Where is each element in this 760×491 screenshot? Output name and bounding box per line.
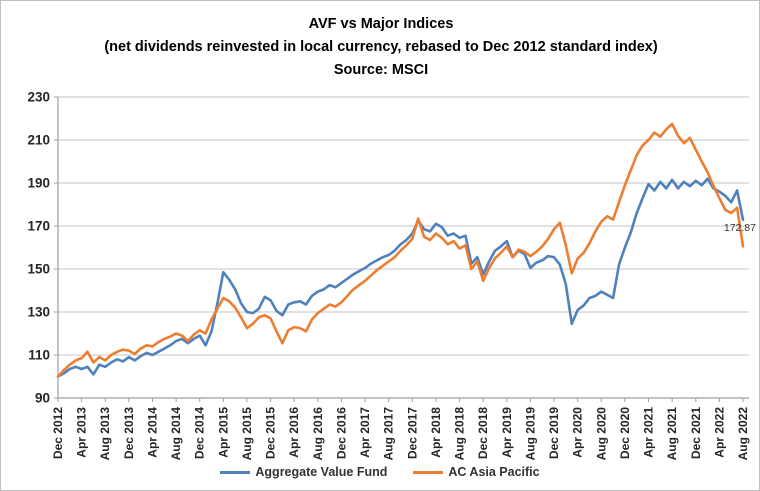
y-axis-label: 110 <box>28 348 50 363</box>
x-axis-label: Aug 2014 <box>169 407 183 461</box>
legend-item-ac-asia-pacific: AC Asia Pacific <box>413 465 540 479</box>
series-line-aggregate-value-fund <box>56 177 745 378</box>
x-axis-label: Apr 2018 <box>429 407 443 458</box>
x-axis-label: Dec 2019 <box>547 407 561 459</box>
x-axis-label: Apr 2019 <box>500 407 514 458</box>
legend-label: Aggregate Value Fund <box>255 465 388 479</box>
x-axis-label: Apr 2020 <box>571 407 585 458</box>
x-axis-label: Dec 2012 <box>51 407 65 459</box>
x-axis-label: Aug 2017 <box>382 407 396 461</box>
x-axis-label: Aug 2016 <box>311 407 325 461</box>
x-axis-label: Aug 2020 <box>594 407 608 461</box>
x-axis-label: Dec 2020 <box>618 407 632 459</box>
legend-label: AC Asia Pacific <box>448 465 540 479</box>
y-axis-label: 170 <box>27 219 50 234</box>
y-axis-label: 210 <box>27 133 50 148</box>
end-value-annotation: 172.87 <box>724 222 756 234</box>
x-axis-label: Dec 2021 <box>689 407 703 459</box>
y-axis-label: 150 <box>27 262 50 277</box>
x-axis-label: Apr 2013 <box>75 407 89 458</box>
x-axis-label: Apr 2016 <box>287 407 301 458</box>
chart-title-line2: (net dividends reinvested in local curre… <box>104 39 658 55</box>
chart-title-block: AVF vs Major Indices (net dividends rein… <box>1 13 759 82</box>
y-axis-label: 130 <box>27 305 50 320</box>
x-axis-label: Dec 2016 <box>334 407 348 459</box>
legend-line-swatch-blue <box>220 470 251 474</box>
x-axis-label: Apr 2015 <box>216 407 230 458</box>
y-axis-label: 90 <box>35 391 50 406</box>
x-axis-label: Aug 2021 <box>665 407 679 461</box>
legend-line-swatch-orange <box>413 470 444 474</box>
y-axis-label: 230 <box>27 90 50 105</box>
series-line-ac-asia-pacific <box>56 122 745 378</box>
chart-title-line1: AVF vs Major Indices <box>308 16 454 32</box>
x-axis-label: Dec 2013 <box>122 407 136 459</box>
x-axis-label: Aug 2013 <box>98 407 112 461</box>
legend-item-aggregate-value-fund: Aggregate Value Fund <box>220 465 387 479</box>
x-axis-label: Aug 2019 <box>523 407 537 461</box>
x-axis-label: Dec 2017 <box>405 407 419 459</box>
x-axis-label: Aug 2022 <box>736 407 750 461</box>
x-axis-label: Aug 2018 <box>453 407 467 461</box>
x-axis-label: Apr 2022 <box>712 407 726 458</box>
x-axis-label: Dec 2018 <box>476 407 490 459</box>
x-axis-label: Dec 2014 <box>193 407 207 459</box>
x-axis-label: Apr 2021 <box>642 407 656 458</box>
x-axis-label: Apr 2014 <box>145 407 159 458</box>
x-axis-label: Aug 2015 <box>240 407 254 461</box>
chart-title-line3: Source: MSCI <box>333 62 429 78</box>
y-axis-label: 190 <box>27 176 50 191</box>
x-axis-label: Apr 2017 <box>358 407 372 458</box>
x-axis-label: Dec 2015 <box>264 407 278 459</box>
chart-legend: Aggregate Value Fund AC Asia Pacific <box>1 465 759 479</box>
